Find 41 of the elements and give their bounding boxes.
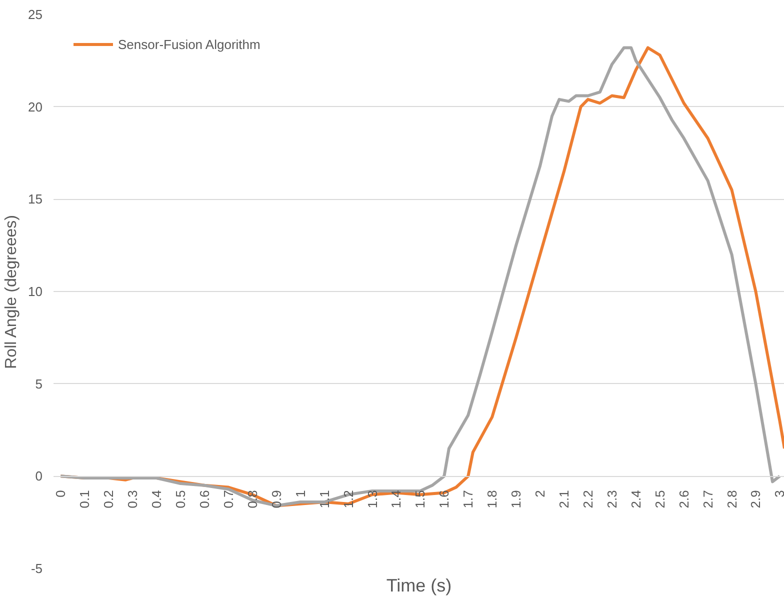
x-tick-label: 1.2: [340, 490, 356, 508]
x-tick-label: 1: [292, 490, 308, 498]
x-tick-label: 2.1: [556, 490, 572, 508]
x-tick-label: 2.3: [604, 490, 620, 508]
x-tick-label: 1.6: [436, 490, 452, 508]
x-axis-title: Time (s): [386, 576, 452, 596]
x-tick-label: 3: [772, 490, 784, 498]
x-tick-label: 1.1: [316, 490, 332, 508]
x-tick-label: 0.9: [268, 490, 284, 508]
x-tick-label: 0.3: [125, 490, 140, 508]
x-tick-label: 1.7: [460, 490, 476, 508]
y-axis-title: Roll Angle (degreees): [3, 215, 20, 369]
y-tick-label: 0: [35, 468, 43, 484]
y-tick-label: 5: [35, 376, 43, 392]
x-tick-label: 1.8: [484, 490, 500, 508]
y-tick-label: 20: [28, 99, 43, 114]
y-tick-label: 10: [28, 284, 43, 299]
x-tick-label: 1.5: [412, 490, 428, 508]
x-tick-label: 2.2: [580, 490, 596, 508]
y-tick-label: 25: [28, 7, 43, 22]
x-tick-label: 2.9: [748, 490, 764, 508]
x-tick-label: 0.6: [196, 490, 212, 508]
x-tick-label: 1.3: [364, 490, 380, 508]
y-tick-label: -5: [30, 561, 43, 576]
x-tick-label: 2.7: [700, 490, 716, 508]
x-tick-label: 0.7: [220, 490, 236, 508]
x-tick-label: 1.4: [388, 490, 404, 508]
x-tick-label: 0: [53, 490, 68, 498]
y-tick-label: 15: [28, 192, 43, 207]
x-tick-label: 0.1: [77, 490, 92, 508]
x-tick-label: 1.9: [508, 490, 524, 508]
x-tick-label: 0.2: [101, 490, 116, 508]
x-tick-label: 2.4: [628, 490, 644, 508]
x-tick-label: 2.6: [676, 490, 692, 508]
x-tick-label: 0.4: [149, 490, 164, 508]
x-tick-label: 0.5: [173, 490, 188, 508]
legend-label: Sensor-Fusion Algorithm: [118, 36, 260, 52]
x-tick-label: 2: [532, 490, 548, 498]
x-tick-label: 2.5: [652, 490, 668, 508]
x-tick-label: 0.8: [244, 490, 260, 508]
x-tick-label: 2.8: [724, 490, 740, 508]
